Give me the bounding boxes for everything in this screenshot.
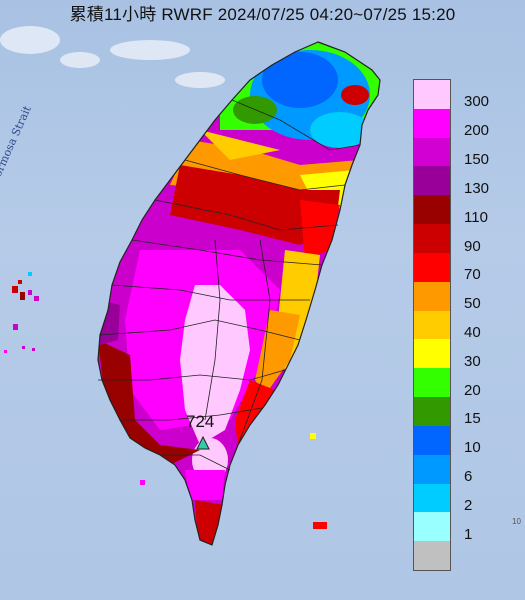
legend-label: 20 <box>464 381 481 399</box>
legend-swatch <box>414 454 450 485</box>
legend-label: 30 <box>464 352 481 370</box>
legend-swatch <box>414 137 450 167</box>
legend-swatch <box>414 368 450 398</box>
legend-label: 300 <box>464 93 490 111</box>
legend-swatch <box>414 339 450 369</box>
legend-swatch <box>414 310 450 340</box>
legend-swatch <box>414 166 450 196</box>
legend-label: 40 <box>464 324 481 341</box>
background-speckle <box>0 26 225 88</box>
legend-label: 70 <box>464 266 481 284</box>
legend-swatch <box>414 512 450 542</box>
legend-label: 2 <box>464 496 473 514</box>
legend-swatch <box>414 108 450 139</box>
edge-label: 10 <box>512 517 521 526</box>
legend-label: 110 <box>464 208 488 226</box>
legend-swatch <box>414 80 450 110</box>
legend-swatch <box>414 224 450 254</box>
legend-swatch <box>414 483 450 513</box>
peak-value-label: 724 <box>186 412 215 431</box>
legend-label: 10 <box>464 439 481 457</box>
legend-swatch <box>414 195 450 225</box>
legend-swatch <box>414 252 450 283</box>
legend-label: 200 <box>464 122 490 140</box>
legend-label: 130 <box>464 179 490 197</box>
legend-label: 1 <box>464 525 473 543</box>
legend-swatch <box>414 425 450 456</box>
legend-label: 150 <box>464 151 490 169</box>
taiwan-coastline <box>97 41 381 546</box>
rainfall-field <box>98 42 380 545</box>
legend-label: 50 <box>464 295 481 313</box>
legend-label: 15 <box>464 410 481 428</box>
map-title: 累積11小時 RWRF 2024/07/25 04:20~07/25 15:20 <box>69 5 456 24</box>
legend-label: 90 <box>464 237 481 255</box>
county-boundaries <box>98 99 361 471</box>
legend-label: 6 <box>464 468 473 486</box>
color-legend <box>413 79 451 571</box>
peak-station-icon <box>196 435 210 450</box>
legend-swatch <box>414 541 450 571</box>
legend-swatch <box>414 281 450 312</box>
offshore-rain <box>4 272 327 529</box>
legend-swatch <box>414 397 450 427</box>
